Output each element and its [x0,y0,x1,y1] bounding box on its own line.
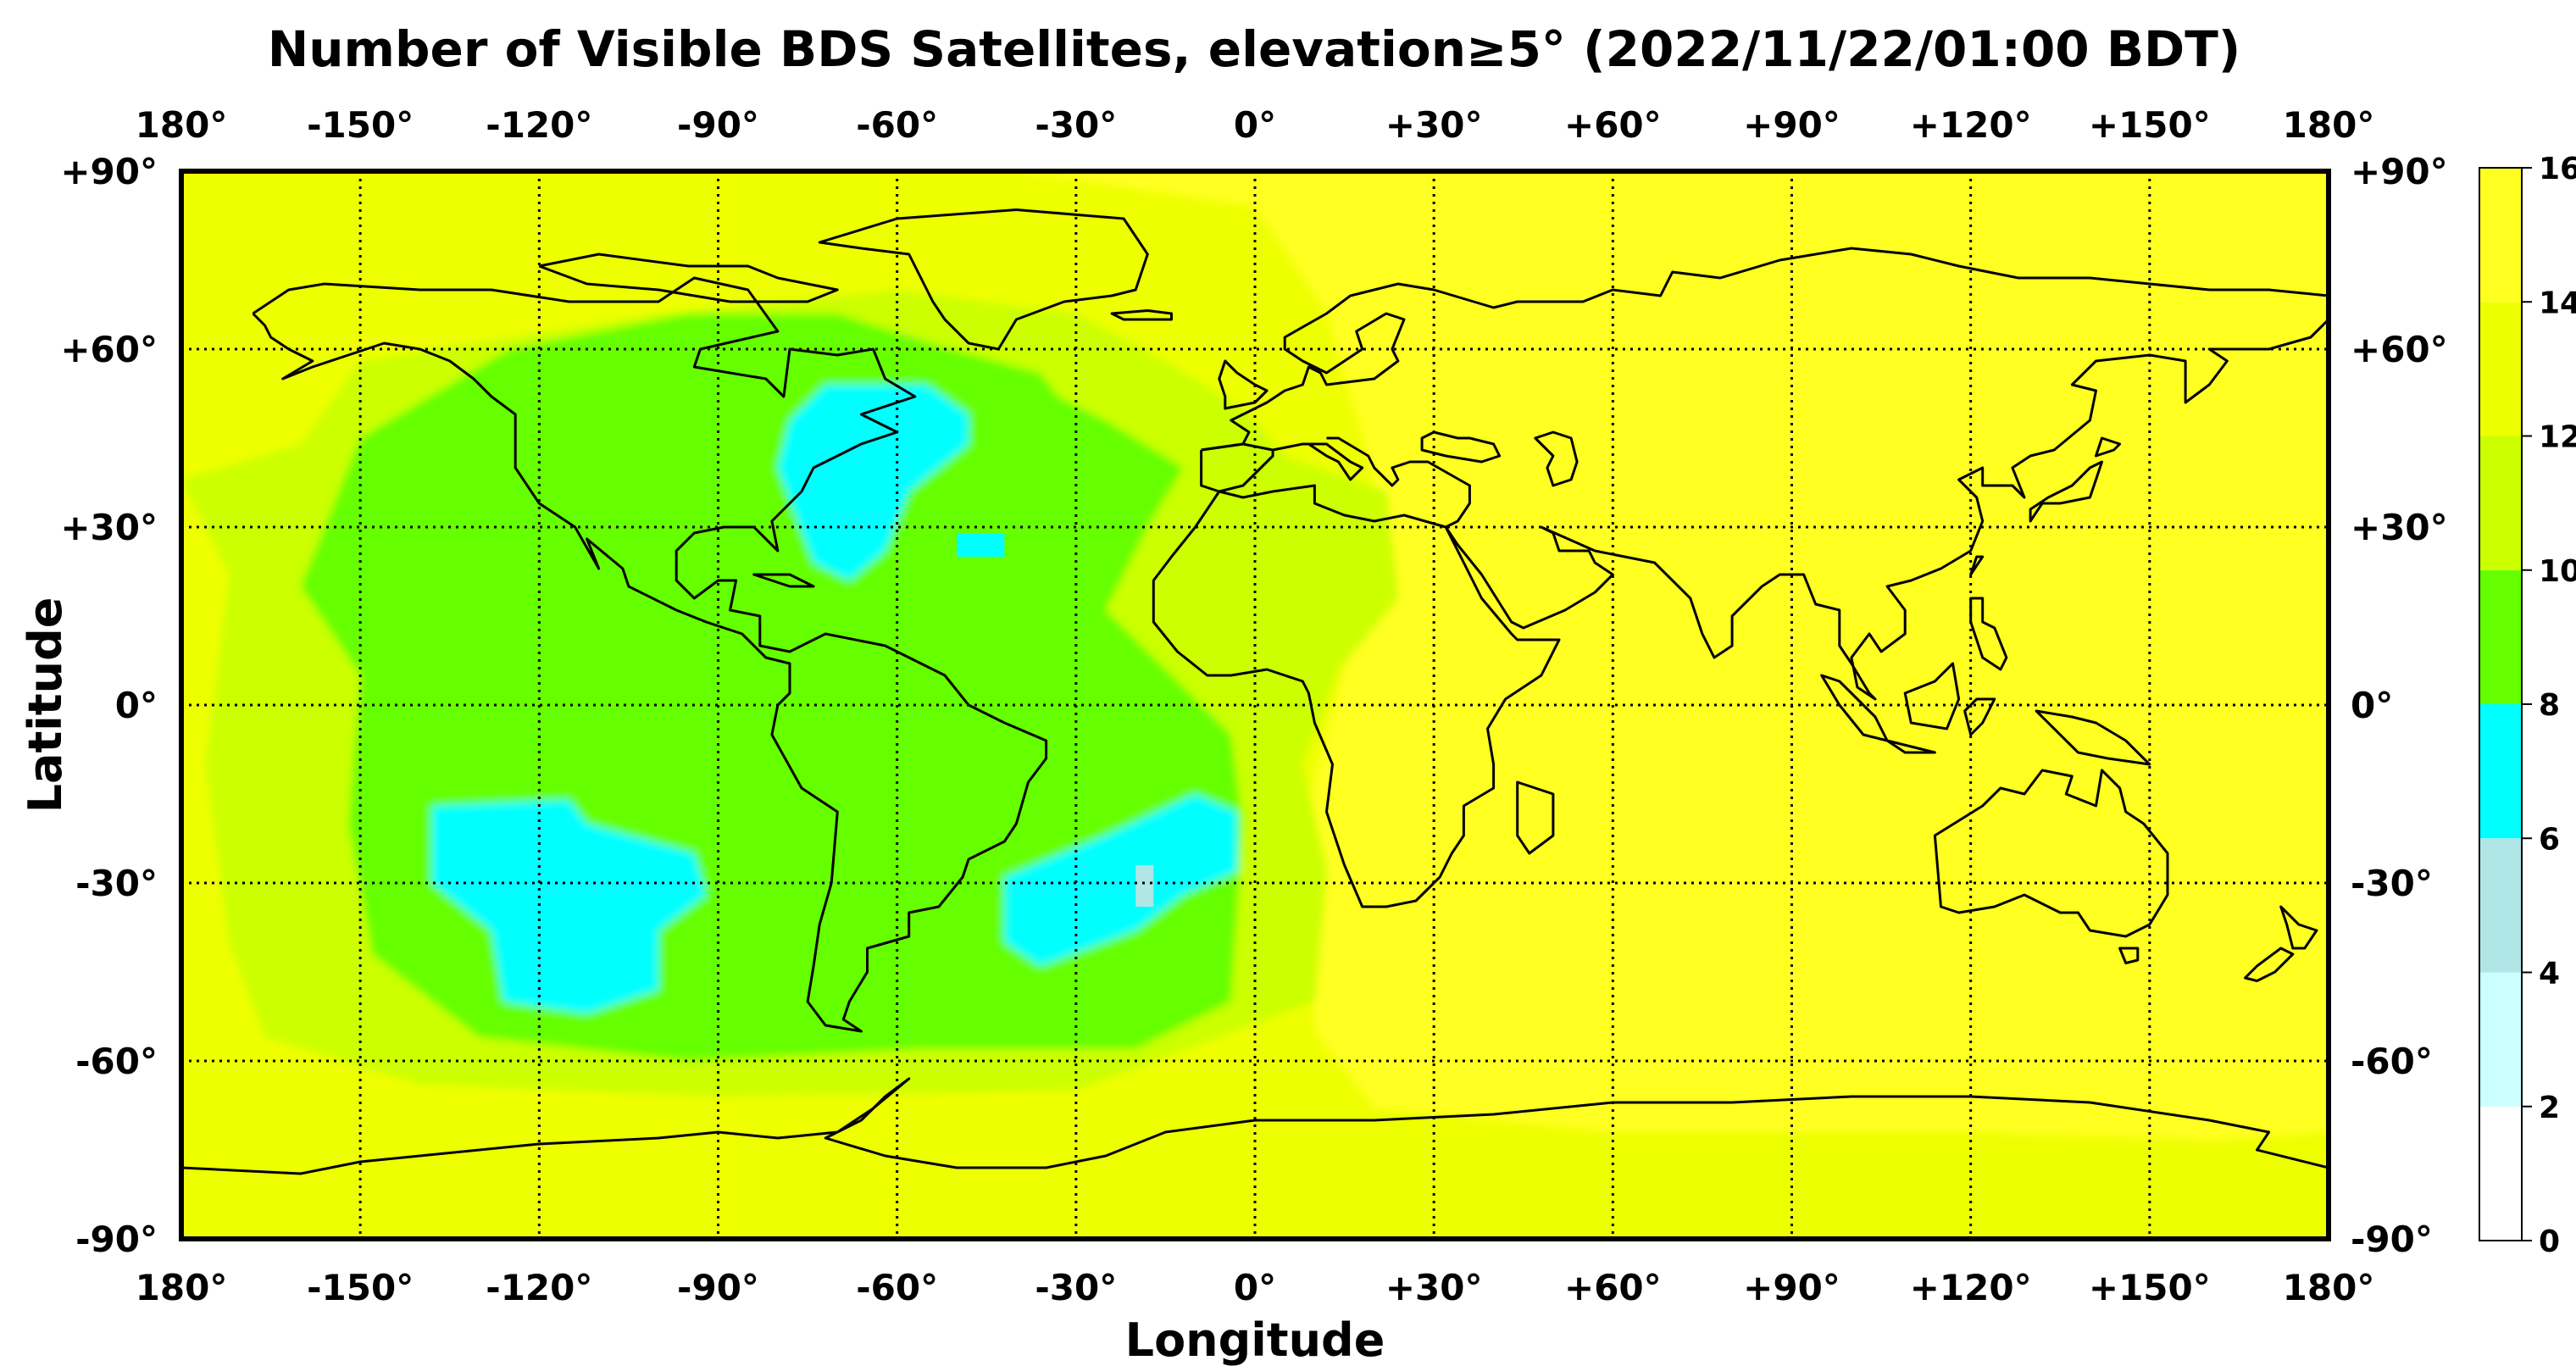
x-tick-top-4: -60° [856,104,938,146]
x-tick-bottom-10: +120° [1910,1267,2032,1308]
tick-labels: 180° 180° -150° -150° -120° -120° -90° -90° -60°… [60,104,2447,1308]
coast-africa [1152,484,1561,908]
coast-greenland [818,208,1149,351]
chart-title: Number of Visible BDS Satellites, elevat… [268,20,2241,78]
y-tick-right-3: 0° [2351,685,2393,726]
y-tick-left-2: +30° [60,507,158,548]
coast-australia [1933,769,2169,938]
colorbar-label-14: 14 [2539,286,2576,320]
colorbar-label-4: 4 [2539,957,2560,991]
y-tick-left-1: +60° [60,329,158,370]
plot-frame [179,169,2331,1241]
coast-philippines [1969,597,2008,671]
field-north-atlantic-6 [777,385,969,580]
coast-hokkaido [2095,436,2122,458]
x-tick-top-8: +60° [1564,104,1662,146]
colorbar-segment-12-14 [2479,302,2522,436]
coast-asia-south [1444,318,2329,701]
coast-iceland [1110,309,1173,321]
coast-taiwan [1969,555,1985,576]
colorbar-segment-2-4 [2479,972,2522,1107]
colorbar: 0 2 4 6 8 10 12 14 16 [2479,152,2576,1259]
x-tick-top-5: -30° [1035,104,1117,146]
colorbar-segment-4-6 [2479,838,2522,973]
colorbar-segment-6-8 [2479,704,2522,839]
colorbar-label-6: 6 [2539,822,2560,857]
x-axis-label: Longitude [1125,1313,1385,1366]
y-tick-right-6: -90° [2351,1219,2433,1260]
colorbar-label-16: 16 [2539,152,2576,186]
coast-java [1885,739,1936,754]
x-tick-top-10: +120° [1910,104,2032,146]
coast-britain [1218,359,1269,410]
y-tick-right-5: -60° [2351,1041,2433,1082]
x-tick-bottom-3: -90° [677,1267,759,1308]
coast-cuba [752,573,815,588]
x-tick-bottom-8: +60° [1564,1267,1662,1308]
x-tick-top-9: +90° [1743,104,1840,146]
y-tick-left-3: 0° [115,685,158,726]
colorbar-label-10: 10 [2539,554,2576,589]
coast-japan [2029,460,2103,523]
x-tick-top-2: -120° [486,104,592,146]
y-tick-left-5: -60° [75,1041,158,1082]
y-tick-right-2: +30° [2351,507,2448,548]
coast-balkans-levant [1326,436,1471,529]
x-tick-top-6: 0° [1234,104,1276,146]
coast-black-sea [1420,430,1502,464]
y-tick-left-6: -90° [75,1219,158,1260]
coast-iberia [1200,442,1274,493]
field-small-patch-6 [957,533,1005,557]
y-tick-right-0: +90° [2351,151,2448,192]
x-tick-top-7: +30° [1385,104,1483,146]
coast-madagascar [1516,780,1555,855]
x-tick-bottom-1: -150° [307,1267,414,1308]
x-tick-top-3: -90° [677,104,759,146]
colorbar-segment-10-12 [2479,436,2522,570]
x-tick-top-1: -150° [307,104,414,146]
colorbar-segment-0-2 [2479,1106,2522,1241]
coast-americas [252,276,1048,1033]
x-tick-bottom-11: +150° [2089,1267,2211,1308]
x-tick-bottom-7: +30° [1385,1267,1483,1308]
coast-eurasia-north [1201,247,2329,452]
x-tick-bottom-6: 0° [1234,1267,1276,1308]
y-tick-right-4: -30° [2351,863,2433,904]
coast-caspian [1534,430,1579,487]
colorbar-label-8: 8 [2539,688,2560,723]
x-tick-bottom-0: 180° [136,1267,228,1308]
colorbar-label-2: 2 [2539,1091,2560,1125]
y-tick-left-0: +90° [60,151,158,192]
y-tick-left-4: -30° [75,863,158,904]
colorbar-segment-14-16 [2479,168,2522,303]
field-antarctic-12 [1326,1132,2329,1239]
field-patch-4-6 [1135,865,1154,907]
coast-borneo [1903,662,1961,730]
x-tick-bottom-5: -30° [1035,1267,1117,1308]
field-south-pacific-6 [431,800,707,1013]
coast-new-guinea [2035,709,2151,766]
coast-nz-south [2244,947,2295,982]
y-tick-right-1: +60° [2351,329,2448,370]
x-tick-bottom-4: -60° [856,1267,938,1308]
x-tick-bottom-9: +90° [1743,1267,1840,1308]
coast-italy [1272,442,1364,481]
x-tick-top-11: +150° [2089,104,2211,146]
coast-tasmania [2118,947,2140,964]
coast-nz-north [2279,905,2318,950]
x-tick-top-0: 180° [136,104,228,146]
colorbar-label-0: 0 [2539,1224,2560,1259]
y-axis-label: Latitude [19,597,72,813]
coast-sulawesi [1963,697,1996,736]
colorbar-label-12: 12 [2539,420,2576,455]
x-tick-top-12: 180° [2283,104,2375,146]
x-tick-bottom-12: 180° [2283,1267,2375,1308]
colorbar-segment-8-10 [2479,569,2522,704]
coast-arctic-islands [538,253,839,303]
grid-lines [181,171,2329,1239]
field-south-atlantic-6 [1004,794,1237,966]
x-tick-bottom-2: -120° [486,1267,592,1308]
